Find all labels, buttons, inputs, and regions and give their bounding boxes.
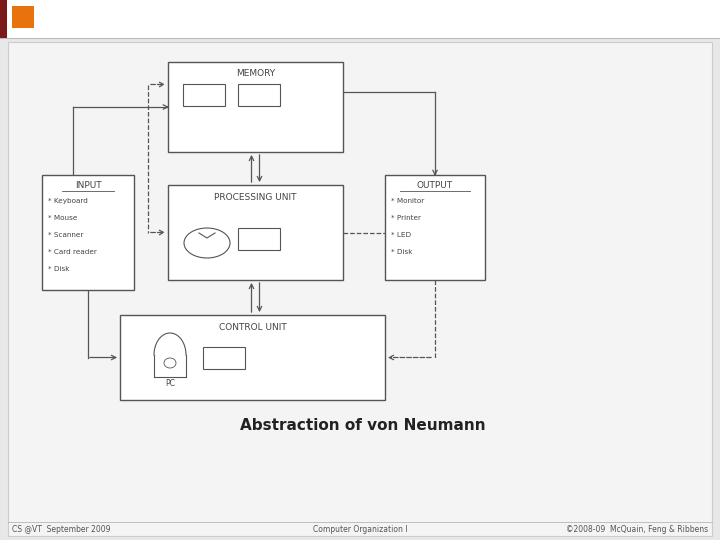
Text: * Mouse: * Mouse bbox=[48, 215, 77, 221]
Text: von Neumann Model  2: von Neumann Model 2 bbox=[529, 12, 706, 28]
Text: von Neumann Model: von Neumann Model bbox=[40, 10, 255, 30]
Text: * Keyboard: * Keyboard bbox=[48, 198, 88, 204]
Text: * Disk: * Disk bbox=[48, 266, 70, 272]
Text: MEMORY: MEMORY bbox=[236, 69, 275, 78]
Text: * Monitor: * Monitor bbox=[391, 198, 424, 204]
Text: * LED: * LED bbox=[391, 232, 411, 238]
Bar bbox=[385, 175, 485, 280]
Bar bbox=[0, 0, 720, 38]
Bar bbox=[168, 62, 343, 152]
Text: Abstraction of von Neumann: Abstraction of von Neumann bbox=[240, 417, 485, 433]
Bar bbox=[203, 347, 245, 369]
Bar bbox=[0, 0, 7, 38]
Bar bbox=[168, 185, 343, 280]
Text: TEMP: TEMP bbox=[248, 234, 270, 244]
Text: * Scanner: * Scanner bbox=[48, 232, 84, 238]
Ellipse shape bbox=[164, 358, 176, 368]
Text: CS @VT  September 2009: CS @VT September 2009 bbox=[12, 525, 110, 535]
Text: PROCESSING UNIT: PROCESSING UNIT bbox=[215, 192, 297, 201]
Text: * Card reader: * Card reader bbox=[48, 249, 97, 255]
Text: * Disk: * Disk bbox=[391, 249, 413, 255]
Text: OUTPUT: OUTPUT bbox=[417, 181, 453, 191]
Text: CONTROL UNIT: CONTROL UNIT bbox=[219, 322, 287, 332]
Bar bbox=[238, 228, 280, 250]
Bar bbox=[183, 84, 225, 106]
Text: MAR: MAR bbox=[194, 91, 213, 99]
Text: ©2008-09  McQuain, Feng & Ribbens: ©2008-09 McQuain, Feng & Ribbens bbox=[566, 525, 708, 535]
Text: IR: IR bbox=[220, 354, 228, 362]
Bar bbox=[238, 84, 280, 106]
Bar bbox=[42, 175, 134, 290]
Text: PC: PC bbox=[165, 379, 175, 388]
Bar bbox=[12, 6, 34, 28]
Text: * Printer: * Printer bbox=[391, 215, 421, 221]
Text: ALU: ALU bbox=[199, 242, 215, 252]
Text: INPUT: INPUT bbox=[75, 181, 102, 191]
Ellipse shape bbox=[184, 228, 230, 258]
Text: MDR: MDR bbox=[249, 91, 269, 99]
Bar bbox=[120, 315, 385, 400]
Text: Computer Organization I: Computer Organization I bbox=[312, 525, 408, 535]
